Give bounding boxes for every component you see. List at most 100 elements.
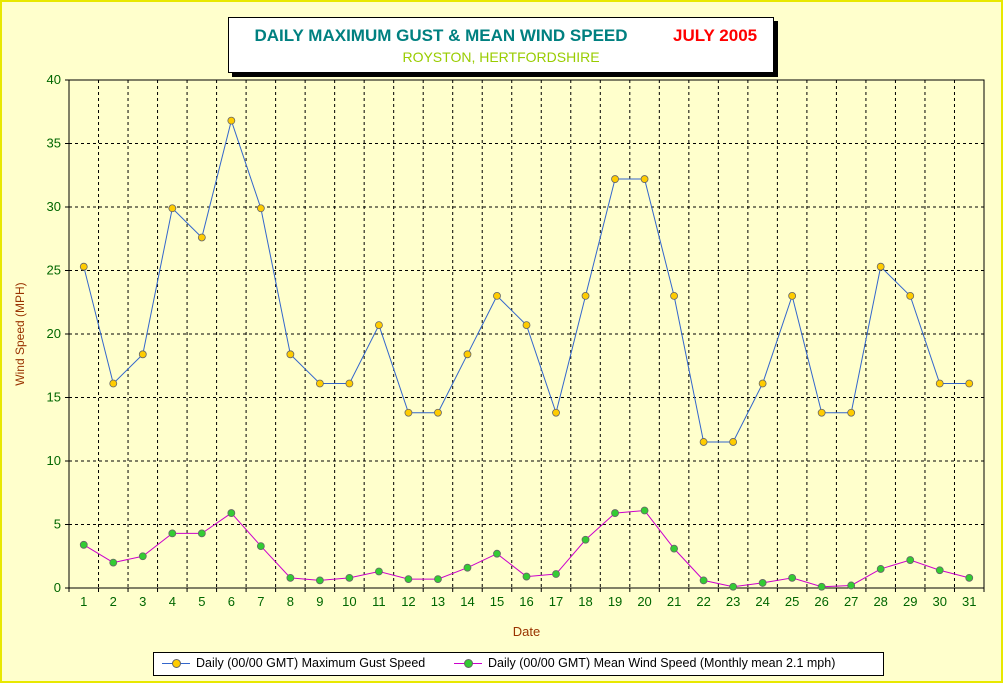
data-point-gust [788, 291, 797, 300]
x-tick-label: 23 [726, 594, 740, 609]
data-point-mean [286, 573, 295, 582]
x-tick-label: 19 [608, 594, 622, 609]
data-point-gust [404, 408, 413, 417]
x-tick-label: 31 [962, 594, 976, 609]
data-point-gust [699, 438, 708, 446]
x-tick-label: 16 [519, 594, 533, 609]
legend-label-gust: Daily (00/00 GMT) Maximum Gust Speed [196, 656, 426, 670]
y-tick-label: 0 [54, 580, 61, 595]
data-point-mean [197, 529, 206, 538]
data-point-mean [847, 581, 856, 590]
data-point-mean [788, 573, 797, 582]
data-point-mean [138, 552, 147, 561]
x-tick-label: 4 [169, 594, 176, 609]
data-point-mean [404, 575, 413, 584]
data-point-mean [256, 542, 265, 550]
x-tick-label: 11 [372, 594, 386, 609]
data-point-gust [138, 350, 147, 359]
y-tick-label: 10 [47, 453, 61, 468]
legend: Daily (00/00 GMT) Maximum Gust Speed Dai… [153, 652, 884, 676]
data-point-mean [463, 563, 472, 572]
data-point-gust [965, 379, 974, 388]
data-point-mean [168, 529, 177, 538]
x-tick-label: 2 [110, 594, 117, 609]
data-point-gust [522, 321, 531, 330]
x-tick-label: 5 [198, 594, 205, 609]
x-tick-label: 6 [228, 594, 235, 609]
data-point-gust [876, 262, 885, 271]
x-tick-label: 26 [814, 594, 828, 609]
x-tick-label: 17 [549, 594, 563, 609]
data-point-mean [876, 565, 885, 573]
data-point-gust [197, 233, 206, 242]
y-tick-label: 30 [47, 199, 61, 214]
x-tick-label: 29 [903, 594, 917, 609]
data-point-mean [315, 576, 324, 585]
y-tick-label: 35 [47, 136, 61, 151]
x-tick-label: 3 [139, 594, 146, 609]
data-point-gust [729, 438, 738, 446]
data-point-mean [817, 582, 826, 591]
data-point-mean [227, 509, 236, 517]
legend-marker-gust [172, 659, 181, 668]
data-point-gust [256, 204, 265, 213]
data-point-gust [109, 379, 118, 388]
x-tick-label: 28 [873, 594, 887, 609]
data-point-mean [758, 579, 767, 587]
chart-date-label: JULY 2005 [673, 26, 758, 45]
data-point-mean [670, 544, 678, 553]
data-point-gust [375, 321, 383, 330]
y-tick-label: 40 [47, 72, 61, 87]
data-point-gust [168, 204, 177, 213]
x-tick-label: 1 [80, 594, 87, 609]
y-tick-label: 5 [54, 517, 61, 532]
data-point-gust [581, 291, 590, 300]
data-point-mean [109, 558, 118, 567]
data-point-gust [670, 291, 678, 300]
data-point-mean [906, 556, 915, 564]
y-tick-label: 20 [47, 326, 61, 341]
data-point-gust [463, 350, 472, 359]
x-tick-label: 13 [431, 594, 445, 609]
data-point-gust [640, 175, 649, 183]
y-axis-title: Wind Speed (MPH) [13, 282, 27, 385]
data-point-mean [79, 540, 88, 549]
x-tick-label: 21 [667, 594, 681, 609]
data-point-mean [345, 573, 354, 582]
data-point-gust [434, 408, 442, 417]
chart-title: DAILY MAXIMUM GUST & MEAN WIND SPEED [254, 26, 628, 45]
data-point-gust [345, 379, 354, 388]
data-point-mean [935, 566, 944, 575]
legend-item-gust: Daily (00/00 GMT) Maximum Gust Speed [162, 656, 425, 670]
data-point-mean [522, 572, 531, 581]
x-tick-label: 10 [342, 594, 356, 609]
data-point-mean [493, 549, 501, 558]
legend-marker-mean [464, 659, 473, 668]
x-axis-title: Date [513, 624, 540, 639]
x-tick-label: 27 [844, 594, 858, 609]
x-tick-label: 24 [755, 594, 769, 609]
data-point-mean [375, 567, 383, 576]
legend-item-mean: Daily (00/00 GMT) Mean Wind Speed (Month… [454, 656, 835, 670]
x-tick-label: 18 [578, 594, 592, 609]
data-point-gust [227, 116, 236, 125]
y-tick-label: 15 [47, 390, 61, 405]
data-point-mean [611, 509, 619, 517]
y-tick-label: 25 [47, 263, 61, 278]
x-tick-label: 14 [460, 594, 474, 609]
data-point-gust [493, 291, 501, 300]
x-tick-label: 25 [785, 594, 799, 609]
data-point-gust [935, 379, 944, 388]
x-tick-label: 30 [932, 594, 946, 609]
x-tick-label: 15 [490, 594, 504, 609]
x-tick-label: 20 [637, 594, 651, 609]
data-point-gust [847, 408, 856, 417]
x-tick-label: 22 [696, 594, 710, 609]
data-point-gust [611, 175, 619, 183]
data-point-mean [965, 573, 974, 582]
data-point-mean [434, 575, 442, 584]
x-tick-label: 9 [316, 594, 323, 609]
data-point-gust [79, 262, 88, 271]
data-point-gust [758, 379, 767, 388]
